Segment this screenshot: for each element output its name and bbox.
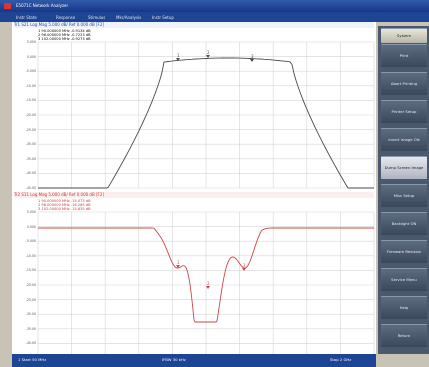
softkey-service-menu[interactable]: Service Menu xyxy=(381,268,427,291)
y-axis-label: -10.00 xyxy=(25,253,36,258)
y-axis-label: -25.00 xyxy=(25,297,36,302)
channel-window: Tr1 S21 Log Mag 5.000 dB/ Ref 0.000 dB [… xyxy=(12,22,376,360)
marker-readout: 1 90.000000 MHz -0.9134 dB xyxy=(38,29,91,33)
y-axis-label: -40.00 xyxy=(25,341,36,346)
y-axis-label: -45.00 xyxy=(25,186,36,190)
y-axis-label: -15.00 xyxy=(25,268,36,273)
trace-line-s21 xyxy=(38,57,374,189)
marker-readout: 1 90.000000 MHz -15.073 dB xyxy=(38,199,91,203)
marker-readout: 2 96.000000 MHz -0.7223 dB xyxy=(38,33,91,37)
status-bar: 1 Start 50 MHz IFBW 30 kHz Stop 2 GHz xyxy=(12,354,376,367)
sweep-start: 1 Start 50 MHz xyxy=(18,357,47,362)
menu-response[interactable]: Response xyxy=(56,15,76,20)
y-axis-label: -35.00 xyxy=(25,326,36,331)
marker-triangle[interactable] xyxy=(176,58,180,61)
marker-number: 3 xyxy=(243,263,246,268)
sweep-stop: Stop 2 GHz xyxy=(330,357,352,362)
y-axis-label: -5.000 xyxy=(25,69,36,74)
window-title: E5071C Network Analyzer xyxy=(16,3,69,8)
y-axis-label: -15.00 xyxy=(25,98,36,103)
softkey-header: System xyxy=(381,28,427,43)
app-icon xyxy=(4,3,11,9)
marker-number: 1 xyxy=(177,260,180,265)
y-axis-label: 0.000 xyxy=(26,54,36,59)
marker-triangle[interactable] xyxy=(206,286,210,289)
y-axis-label: -20.00 xyxy=(25,283,36,287)
y-axis-label: -30.00 xyxy=(25,142,36,147)
softkey-misc-setup[interactable]: Misc Setup xyxy=(381,184,427,207)
trace-header[interactable]: Tr2 S11 Log Mag 5.000 dB/ Ref 0.000 dB [… xyxy=(14,192,374,198)
trace-panel-s11[interactable]: Tr2 S11 Log Mag 5.000 dB/ Ref 0.000 dB [… xyxy=(12,192,376,360)
if-bandwidth: IFBW 30 kHz xyxy=(162,357,186,362)
marker-number: 3 xyxy=(251,54,254,59)
marker-triangle[interactable] xyxy=(250,59,254,62)
menu-instr-setup[interactable]: Instr Setup xyxy=(152,15,174,20)
trace-header[interactable]: Tr1 S21 Log Mag 5.000 dB/ Ref 0.000 dB [… xyxy=(14,22,374,28)
y-axis-label: -5.000 xyxy=(25,239,36,244)
y-axis-label: 0.000 xyxy=(26,224,36,229)
y-axis-label: -35.00 xyxy=(25,156,36,161)
trace-panel-s21[interactable]: Tr1 S21 Log Mag 5.000 dB/ Ref 0.000 dB [… xyxy=(12,22,376,190)
y-axis-label: -30.00 xyxy=(25,312,36,317)
y-axis-label: 5.000 xyxy=(26,210,36,214)
marker-readout: 2 96.000000 MHz -18.285 dB xyxy=(38,203,91,207)
title-bar: E5071C Network Analyzer xyxy=(0,0,429,12)
softkey-panel: System Print Abort Printing Printer Setup I… xyxy=(378,26,429,354)
softkey-help[interactable]: Help xyxy=(381,296,427,319)
trace-line-s11 xyxy=(38,227,374,323)
y-axis-label: -10.00 xyxy=(25,83,36,88)
marker-triangle[interactable] xyxy=(242,268,246,271)
menu-mkr-analysis[interactable]: Mkr/Analysis xyxy=(116,15,142,20)
plot-area-s21[interactable]: 1 2 3 xyxy=(12,22,376,190)
softkey-backlight-on[interactable]: Backlight ON xyxy=(381,212,427,235)
softkey-dump-screen-image[interactable]: Dump Screen Image xyxy=(381,156,427,179)
plot-area-s11[interactable]: 1 2 3 xyxy=(12,192,376,360)
softkey-abort-printing[interactable]: Abort Printing xyxy=(381,72,427,95)
marker-readout: 3 102.00000 MHz -0.9273 dB xyxy=(38,37,91,41)
marker-readout: 3 102.00000 MHz -15.835 dB xyxy=(38,207,91,211)
y-axis-label: -40.00 xyxy=(25,171,36,176)
marker-triangle[interactable] xyxy=(176,265,180,268)
y-axis-label: 5.000 xyxy=(26,40,36,44)
softkey-invert-image-on[interactable]: Invert Image ON xyxy=(381,128,427,151)
marker-number: 2 xyxy=(207,281,210,286)
softkey-firmware-revision[interactable]: Firmware Revision xyxy=(381,240,427,263)
marker-number: 1 xyxy=(177,53,180,58)
marker-triangle[interactable] xyxy=(206,55,210,58)
y-axis-label: -25.00 xyxy=(25,127,36,132)
marker-number: 2 xyxy=(207,50,210,55)
menu-instr-state[interactable]: Instr State xyxy=(16,15,37,20)
softkey-printer-setup[interactable]: Printer Setup xyxy=(381,100,427,123)
softkey-print[interactable]: Print xyxy=(381,44,427,67)
menu-bar: Instr State Response Stimulus Mkr/Analys… xyxy=(0,12,429,22)
y-axis-label: -20.00 xyxy=(25,113,36,117)
menu-stimulus[interactable]: Stimulus xyxy=(88,15,106,20)
softkey-return[interactable]: Return xyxy=(381,324,427,347)
